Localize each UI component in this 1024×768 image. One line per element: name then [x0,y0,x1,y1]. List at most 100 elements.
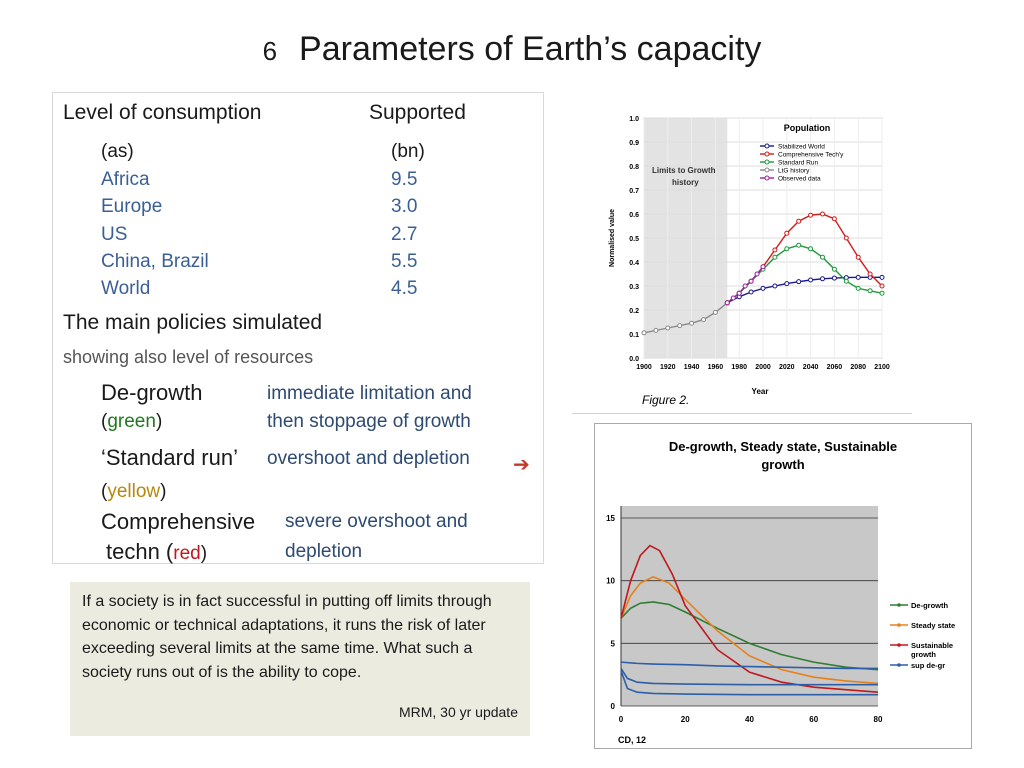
comprehensive-name-2: techn (red) [106,539,208,564]
y-tick-label: 0.2 [629,308,639,315]
y-axis-label: Normalised value [609,209,616,267]
region-label: Africa [101,169,150,190]
degrowth-desc-1: immediate limitation and [267,383,472,404]
supported-unit-bn: (bn) [391,141,425,162]
y-tick-label: 0.5 [629,236,639,243]
plot-area [621,506,878,706]
degrowth-name: De-growth [101,380,203,405]
data-point [772,254,778,260]
data-point [796,279,802,285]
legend-entry: Comprehensive Tech'y [778,152,844,159]
chart-title: De-growth, Steady state, Sustainable grow… [669,439,897,472]
y-tick-label: 15 [606,514,615,523]
data-point [701,317,706,323]
series-line [620,661,878,670]
region-label: China, Brazil [101,251,209,272]
population-chart: 0.0 0.1 0.2 0.3 0.4 0.5 0.6 0.7 0.8 0.9 1.0 1900 192… [609,116,890,407]
figure-caption: Figure 2. [642,393,689,407]
y-tick-label: 0.3 [629,284,639,291]
data-point [843,278,849,284]
y-tick-label: 0.9 [629,140,639,147]
x-tick-label: 2020 [779,364,795,371]
data-point [665,325,671,331]
data-point [820,276,825,282]
y-tick-label: 1.0 [629,116,639,123]
standard-color-label: (yellow) [101,481,167,502]
policies-heading: The main policies simulated [63,311,323,334]
legend-entry: LtG history [778,168,810,175]
data-point [760,285,766,291]
data-point [867,271,873,277]
data-point [796,218,802,224]
history-label: Limits to Growth history [652,166,716,187]
data-point [879,274,885,280]
data-point [653,327,659,333]
legend-entry: Sustainable growth [911,641,953,659]
x-tick-label: 1960 [708,364,724,371]
legend-entry: Standard Run [778,160,818,167]
data-point [855,285,861,291]
quote-note: If a society is in fact successful in pu… [70,582,530,736]
data-point [855,254,861,260]
x-tick-label: 20 [681,715,690,724]
data-point [831,266,837,272]
comprehensive-desc-2: depletion [285,541,363,562]
data-point [820,211,825,217]
legend-marker [897,663,901,667]
legend-marker [764,151,770,157]
chart-caption: CD, 12 [618,735,646,745]
y-tick-label: 10 [606,577,615,586]
x-tick-label: 2100 [874,364,890,371]
data-point [855,274,861,280]
data-point [748,289,754,295]
x-tick-label: 80 [874,715,883,724]
legend-marker [897,603,901,607]
legend-entry: Stabilized World [778,144,825,151]
legend-marker [897,623,901,627]
data-point [831,216,837,222]
x-tick-label: 1940 [684,364,700,371]
y-tick-label: 0.4 [629,260,639,267]
data-point [724,300,730,306]
series-line [620,601,879,671]
consumption-panel: Level of consumption Supported (as) (bn)… [52,92,544,564]
data-point [808,277,814,283]
y-tick-label: 0.8 [629,164,639,171]
region-value: 2.7 [391,224,418,245]
x-tick-label: 60 [809,715,818,724]
x-tick-label: 40 [745,715,754,724]
x-tick-label: 2040 [803,364,819,371]
data-point [808,212,814,218]
data-point [712,309,718,315]
data-point [772,283,778,289]
degrowth-desc-2: then stoppage of growth [267,411,471,432]
legend-entry: Steady state [911,621,955,630]
y-tick-label: 0.6 [629,212,639,219]
slide-number: 6 [262,36,278,66]
data-point [808,246,814,252]
x-axis-label: Year [752,387,769,396]
x-tick-label: 2060 [827,364,843,371]
y-tick-label: 0.0 [629,356,639,363]
y-tick-label: 5 [611,639,616,648]
data-point [879,290,885,296]
region-label: US [101,224,128,245]
legend-marker [764,143,770,149]
y-tick-label: 0 [611,702,616,711]
degrowth-chart: 0 5 10 15 0 20 40 60 80 De-growth Steady state Sus… [594,423,972,749]
data-point [736,290,742,296]
policies-subheading: showing also level of resources [63,347,314,367]
data-point [784,281,790,287]
legend-entry: sup de-gr [911,661,945,670]
page-title: 6 Parameters of Earth’s capacity [0,30,1024,69]
data-point [748,278,754,284]
x-tick-label: 2080 [850,364,866,371]
series-line [620,576,879,685]
divider [572,413,912,414]
right-arrow-icon: ➔ [513,454,530,476]
data-point [742,283,748,289]
data-point [796,242,802,248]
data-point [760,264,766,270]
slide-title: Parameters of Earth’s capacity [299,30,762,68]
x-tick-label: 0 [619,715,624,724]
